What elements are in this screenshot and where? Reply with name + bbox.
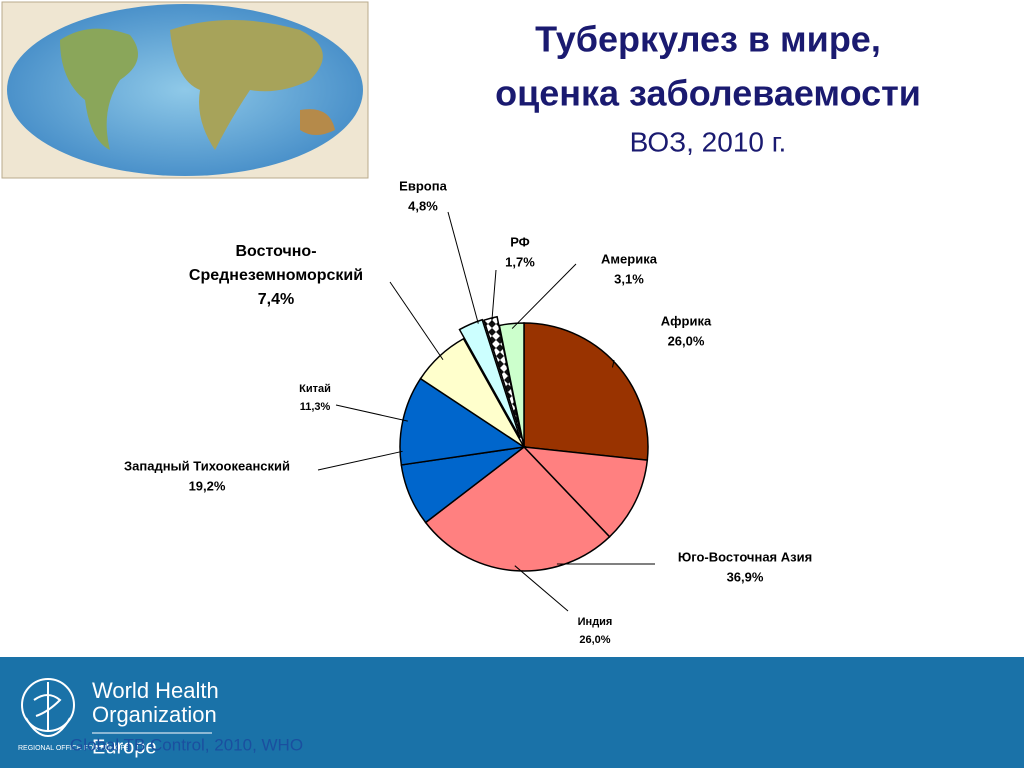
source: Global TB Control, 2010, WHO [70,735,303,754]
title-line: оценка заболеваемости [495,73,921,114]
slice-value-label: 11,3% [300,401,331,413]
pie-slice [458,318,521,439]
slice-value-label: 3,1% [614,271,644,286]
logo-text: Organization [92,702,217,727]
slice-value-label: 26,0% [579,634,610,646]
slice-value-label: 26,0% [668,333,705,348]
logo-text: World Health [92,678,219,703]
slice-value-label: 1,7% [505,254,535,269]
title: Туберкулез в мире, оценка заболеваемости [495,19,921,114]
pie-slice [483,315,523,439]
footer: World Health Organization REGIONAL OFFIC… [0,657,1024,768]
group-value-label: 36,9% [727,569,764,584]
slice-label: Восточно-Среднеземноморский [189,243,363,284]
region-text: Europe [92,736,157,758]
group-leader-line [317,450,403,471]
title-line: Туберкулез в мире, [535,19,881,60]
group-value-label: 19,2% [189,478,226,493]
subtitle: ВОЗ, 2010 г. [630,126,787,157]
pie-slice [523,322,649,461]
group-label: Юго-Восточная Азия [678,549,812,564]
pie-slice [522,446,649,538]
slice-label: РФ [510,234,530,249]
leader-line [612,359,615,368]
slice-label: Китай [299,383,331,395]
leader-line [389,281,444,361]
world-map [1,1,369,179]
group-value-label: 4,8% [408,198,438,213]
slice-label: Индия [578,616,613,628]
slice-value-label: 7,4% [258,291,294,308]
pie-chart: Африка 26,0% Индия 26,0% Китай 11,3% Восточно-… [124,178,812,645]
pie-slice [419,337,525,448]
slice-label: Африка [661,313,712,328]
group-label: Западный Тихоокеанский [124,458,290,473]
leader-line [514,565,569,612]
leader-line [491,269,497,324]
slice-label: Америка [601,251,658,266]
group-label: Европа [399,178,447,193]
pie-slice [424,445,611,572]
office-text: REGIONAL OFFICE FOR EUROPE [18,745,130,752]
group-leader-line [447,211,479,324]
leader-line [511,263,577,329]
pie-slice [498,322,525,448]
leader-line [335,404,408,422]
